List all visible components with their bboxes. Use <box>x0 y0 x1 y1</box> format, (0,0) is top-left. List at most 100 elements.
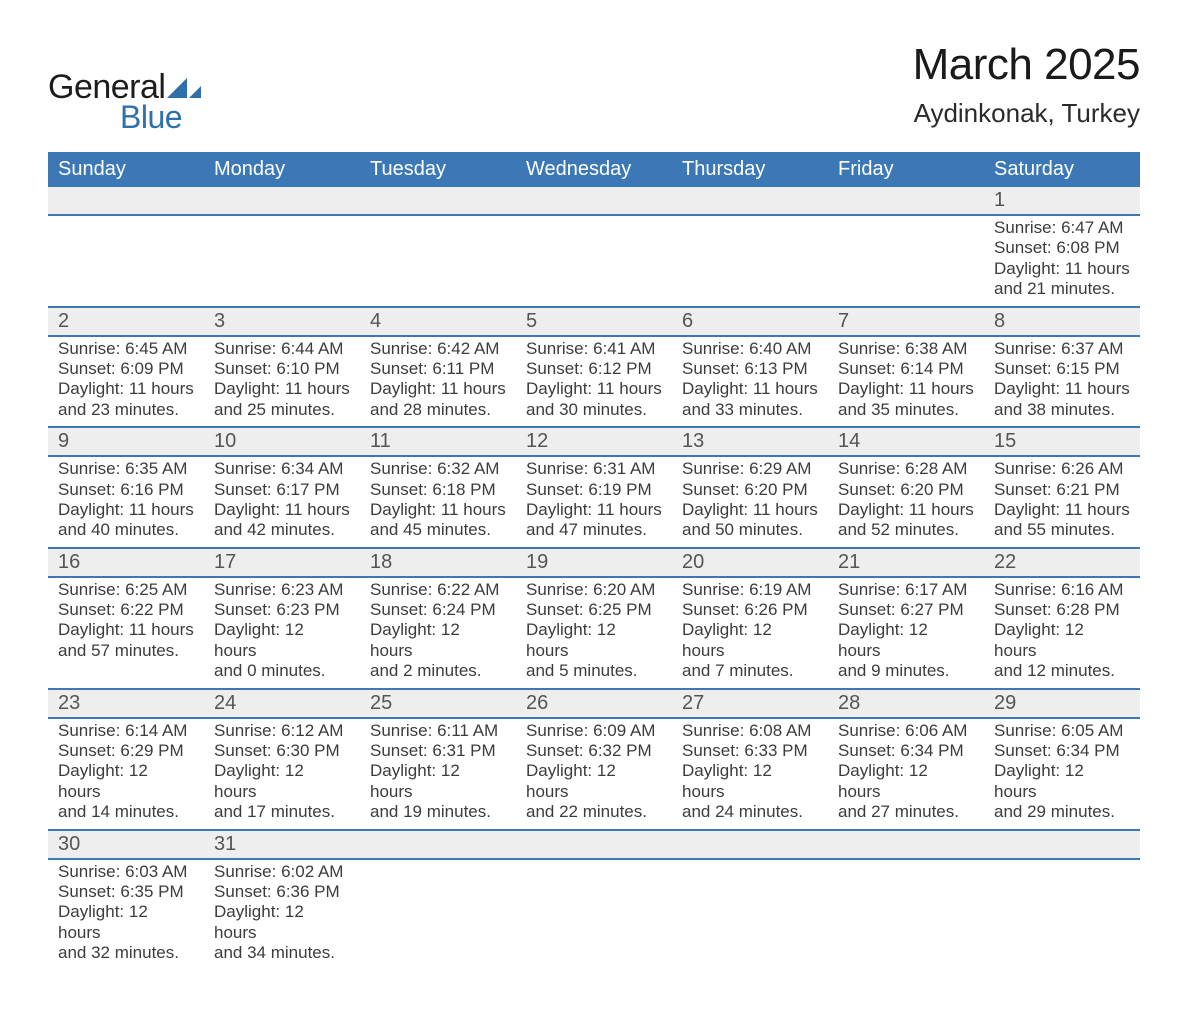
daynum-row: 1 <box>48 187 1140 215</box>
sunrise-text: Sunrise: 6:28 AM <box>838 459 974 479</box>
day-cell-number: 2 <box>48 307 204 336</box>
sunset-text: Sunset: 6:14 PM <box>838 359 974 379</box>
day-detail: Sunrise: 6:09 AMSunset: 6:32 PMDaylight:… <box>516 719 672 829</box>
day-detail: Sunrise: 6:32 AMSunset: 6:18 PMDaylight:… <box>360 457 516 547</box>
day-cell-number: 31 <box>204 830 360 859</box>
daylight-text-2: and 57 minutes. <box>58 641 194 661</box>
day-number: 9 <box>48 428 204 455</box>
day-cell-detail: Sunrise: 6:06 AMSunset: 6:34 PMDaylight:… <box>828 718 984 830</box>
day-detail: Sunrise: 6:42 AMSunset: 6:11 PMDaylight:… <box>360 337 516 427</box>
day-detail <box>828 216 984 302</box>
sunset-text: Sunset: 6:08 PM <box>994 238 1130 258</box>
daylight-text-1: Daylight: 12 hours <box>58 902 194 943</box>
day-detail: Sunrise: 6:45 AMSunset: 6:09 PMDaylight:… <box>48 337 204 427</box>
daylight-text-1: Daylight: 11 hours <box>58 379 194 399</box>
day-number: 2 <box>48 308 204 335</box>
day-cell-detail: Sunrise: 6:45 AMSunset: 6:09 PMDaylight:… <box>48 336 204 428</box>
daylight-text-1: Daylight: 11 hours <box>370 379 506 399</box>
sunrise-text: Sunrise: 6:38 AM <box>838 339 974 359</box>
daylight-text-2: and 33 minutes. <box>682 400 818 420</box>
daylight-text-1: Daylight: 11 hours <box>370 500 506 520</box>
day-cell-detail <box>516 859 672 970</box>
day-detail <box>984 860 1140 946</box>
day-cell-number <box>828 187 984 215</box>
day-cell-detail: Sunrise: 6:42 AMSunset: 6:11 PMDaylight:… <box>360 336 516 428</box>
day-number: 23 <box>48 690 204 717</box>
daylight-text-2: and 21 minutes. <box>994 279 1130 299</box>
day-cell-number: 10 <box>204 427 360 456</box>
day-number: 19 <box>516 549 672 576</box>
day-detail: Sunrise: 6:19 AMSunset: 6:26 PMDaylight:… <box>672 578 828 688</box>
day-cell-number <box>516 187 672 215</box>
daylight-text-1: Daylight: 12 hours <box>214 620 350 661</box>
day-number <box>984 831 1140 857</box>
day-cell-detail: Sunrise: 6:25 AMSunset: 6:22 PMDaylight:… <box>48 577 204 689</box>
day-detail: Sunrise: 6:22 AMSunset: 6:24 PMDaylight:… <box>360 578 516 688</box>
day-detail: Sunrise: 6:35 AMSunset: 6:16 PMDaylight:… <box>48 457 204 547</box>
day-cell-detail <box>204 215 360 307</box>
day-number <box>672 187 828 213</box>
daylight-text-1: Daylight: 12 hours <box>994 761 1130 802</box>
day-cell-number: 19 <box>516 548 672 577</box>
day-cell-number: 1 <box>984 187 1140 215</box>
day-number <box>516 187 672 213</box>
day-detail <box>828 860 984 946</box>
day-number <box>828 831 984 857</box>
sunset-text: Sunset: 6:32 PM <box>526 741 662 761</box>
daylight-text-2: and 23 minutes. <box>58 400 194 420</box>
day-cell-number: 16 <box>48 548 204 577</box>
daylight-text-1: Daylight: 12 hours <box>838 620 974 661</box>
day-cell-detail: Sunrise: 6:23 AMSunset: 6:23 PMDaylight:… <box>204 577 360 689</box>
sunset-text: Sunset: 6:30 PM <box>214 741 350 761</box>
sunrise-text: Sunrise: 6:41 AM <box>526 339 662 359</box>
calendar-page: General Blue March 2025 Aydinkonak, Turk… <box>0 0 1188 1010</box>
col-sunday: Sunday <box>48 152 204 187</box>
sunset-text: Sunset: 6:17 PM <box>214 480 350 500</box>
day-cell-number: 26 <box>516 689 672 718</box>
detail-row: Sunrise: 6:14 AMSunset: 6:29 PMDaylight:… <box>48 718 1140 830</box>
sunrise-text: Sunrise: 6:20 AM <box>526 580 662 600</box>
sunrise-text: Sunrise: 6:23 AM <box>214 580 350 600</box>
day-cell-number: 4 <box>360 307 516 336</box>
sunset-text: Sunset: 6:34 PM <box>994 741 1130 761</box>
day-detail: Sunrise: 6:17 AMSunset: 6:27 PMDaylight:… <box>828 578 984 688</box>
daylight-text-2: and 47 minutes. <box>526 520 662 540</box>
day-cell-number <box>672 187 828 215</box>
sunset-text: Sunset: 6:20 PM <box>682 480 818 500</box>
day-number: 6 <box>672 308 828 335</box>
day-cell-detail <box>672 859 828 970</box>
sunrise-text: Sunrise: 6:05 AM <box>994 721 1130 741</box>
sunrise-text: Sunrise: 6:09 AM <box>526 721 662 741</box>
day-number: 28 <box>828 690 984 717</box>
day-detail: Sunrise: 6:11 AMSunset: 6:31 PMDaylight:… <box>360 719 516 829</box>
col-friday: Friday <box>828 152 984 187</box>
day-cell-number: 28 <box>828 689 984 718</box>
day-cell-detail: Sunrise: 6:03 AMSunset: 6:35 PMDaylight:… <box>48 859 204 970</box>
day-number: 22 <box>984 549 1140 576</box>
day-detail: Sunrise: 6:02 AMSunset: 6:36 PMDaylight:… <box>204 860 360 970</box>
day-cell-number: 13 <box>672 427 828 456</box>
sunset-text: Sunset: 6:11 PM <box>370 359 506 379</box>
day-cell-detail: Sunrise: 6:40 AMSunset: 6:13 PMDaylight:… <box>672 336 828 428</box>
detail-row: Sunrise: 6:47 AMSunset: 6:08 PMDaylight:… <box>48 215 1140 307</box>
weekday-header-row: Sunday Monday Tuesday Wednesday Thursday… <box>48 152 1140 187</box>
daylight-text-1: Daylight: 12 hours <box>526 620 662 661</box>
day-cell-number: 27 <box>672 689 828 718</box>
col-thursday: Thursday <box>672 152 828 187</box>
day-cell-number: 11 <box>360 427 516 456</box>
day-cell-detail: Sunrise: 6:47 AMSunset: 6:08 PMDaylight:… <box>984 215 1140 307</box>
sunrise-text: Sunrise: 6:02 AM <box>214 862 350 882</box>
sunrise-text: Sunrise: 6:45 AM <box>58 339 194 359</box>
day-cell-number: 15 <box>984 427 1140 456</box>
day-cell-detail: Sunrise: 6:14 AMSunset: 6:29 PMDaylight:… <box>48 718 204 830</box>
day-cell-detail: Sunrise: 6:41 AMSunset: 6:12 PMDaylight:… <box>516 336 672 428</box>
day-cell-detail <box>828 859 984 970</box>
day-cell-number: 30 <box>48 830 204 859</box>
col-saturday: Saturday <box>984 152 1140 187</box>
daylight-text-2: and 40 minutes. <box>58 520 194 540</box>
day-cell-detail: Sunrise: 6:37 AMSunset: 6:15 PMDaylight:… <box>984 336 1140 428</box>
sunset-text: Sunset: 6:34 PM <box>838 741 974 761</box>
day-cell-number: 12 <box>516 427 672 456</box>
day-cell-detail: Sunrise: 6:20 AMSunset: 6:25 PMDaylight:… <box>516 577 672 689</box>
day-detail <box>672 860 828 946</box>
